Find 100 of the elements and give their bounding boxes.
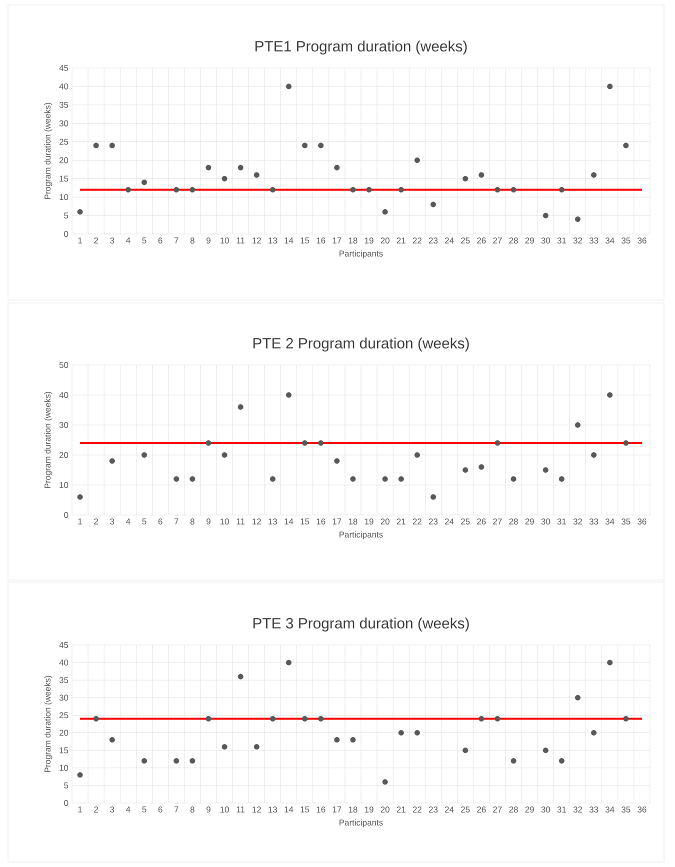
- point: [414, 730, 420, 736]
- y-tick-label: 0: [64, 512, 68, 518]
- point: [109, 737, 115, 743]
- x-tick-label: 32: [573, 806, 582, 813]
- x-tick-label: 11: [236, 518, 245, 524]
- point: [141, 452, 148, 458]
- point: [270, 476, 276, 482]
- x-tick-label: 31: [557, 238, 566, 244]
- point: [430, 494, 436, 500]
- x-tick-label: 31: [557, 806, 566, 813]
- point: [607, 84, 613, 90]
- x-tick-label: 9: [206, 238, 210, 244]
- point: [462, 467, 468, 473]
- x-tick-label: 17: [332, 518, 342, 524]
- point: [430, 202, 436, 208]
- point: [174, 476, 180, 482]
- x-tick-label: 33: [589, 518, 598, 525]
- point: [206, 440, 212, 446]
- x-tick-label: 11: [236, 238, 245, 244]
- x-tick-label: 5: [142, 518, 146, 524]
- x-tick-label: 16: [316, 238, 326, 244]
- y-tick-label: 15: [60, 747, 68, 754]
- y-tick-label: 15: [60, 176, 68, 182]
- point: [607, 392, 613, 398]
- x-tick-label: 34: [605, 518, 614, 525]
- x-tick-label: 4: [126, 806, 130, 812]
- point: [510, 758, 516, 764]
- point: [382, 476, 388, 482]
- x-tick-label: 2: [94, 806, 98, 812]
- x-tick-label: 28: [509, 518, 518, 525]
- x-tick-label: 15: [300, 238, 310, 244]
- y-tick-label: 40: [59, 392, 68, 398]
- x-tick-label: 11: [236, 806, 245, 812]
- x-axis-title: Participants: [340, 250, 383, 258]
- x-axis-title: Participants: [340, 819, 383, 828]
- x-tick-label: 22: [412, 806, 422, 812]
- x-tick-label: 8: [190, 518, 194, 525]
- chart-title: PTE 3 Program duration (weeks): [253, 618, 469, 632]
- point: [558, 186, 564, 193]
- x-tick-label: 16: [316, 806, 326, 813]
- y-tick-label: 20: [59, 452, 68, 458]
- x-tick-label: 31: [557, 518, 566, 525]
- x-tick-label: 1: [78, 238, 82, 244]
- point: [318, 716, 324, 722]
- x-tick-label: 36: [638, 518, 646, 525]
- point: [510, 186, 516, 193]
- point: [125, 186, 131, 193]
- x-tick-label: 8: [190, 238, 194, 244]
- y-tick-label: 10: [60, 482, 68, 488]
- y-tick-label: 30: [59, 422, 68, 428]
- y-tick-label: 5: [64, 212, 68, 219]
- x-tick-label: 13: [268, 806, 278, 813]
- point: [302, 440, 308, 446]
- x-tick-label: 29: [525, 806, 534, 813]
- x-tick-label: 10: [220, 806, 229, 813]
- x-tick-label: 4: [126, 238, 130, 244]
- point: [77, 209, 83, 215]
- y-tick-label: 30: [59, 120, 68, 126]
- point: [254, 172, 260, 178]
- chart-title: PTE 2 Program duration (weeks): [253, 338, 469, 352]
- x-tick-label: 12: [252, 806, 261, 812]
- point: [238, 164, 244, 170]
- point: [270, 716, 276, 722]
- point: [350, 476, 356, 482]
- point: [286, 660, 292, 666]
- point: [558, 758, 564, 764]
- x-tick-label: 17: [332, 238, 342, 244]
- point: [350, 737, 356, 743]
- x-tick-label: 10: [220, 238, 229, 244]
- x-tick-label: 15: [300, 518, 310, 524]
- point: [334, 458, 340, 464]
- point: [93, 716, 99, 722]
- point: [494, 186, 500, 193]
- point: [109, 458, 115, 464]
- point: [542, 212, 548, 218]
- x-tick-label: 28: [509, 238, 518, 244]
- x-tick-label: 20: [380, 806, 390, 813]
- x-tick-label: 10: [220, 518, 229, 525]
- x-tick-label: 19: [364, 238, 374, 244]
- x-tick-label: 3: [110, 806, 114, 813]
- point: [574, 216, 581, 222]
- point: [623, 440, 629, 446]
- point: [222, 744, 228, 750]
- x-tick-label: 27: [493, 518, 502, 524]
- x-tick-label: 29: [525, 518, 534, 525]
- x-tick-label: 5: [142, 806, 146, 812]
- x-tick-label: 26: [477, 238, 486, 244]
- point: [591, 172, 597, 178]
- x-tick-label: 19: [364, 518, 374, 525]
- x-tick-label: 13: [268, 518, 278, 525]
- point: [591, 452, 597, 458]
- x-tick-label: 5: [142, 238, 146, 244]
- point: [607, 660, 613, 666]
- point: [254, 744, 260, 750]
- x-tick-label: 25: [461, 238, 470, 244]
- point: [222, 176, 228, 182]
- x-tick-label: 4: [126, 518, 130, 524]
- y-tick-label: 45: [59, 642, 68, 648]
- point: [334, 164, 340, 170]
- point: [174, 186, 180, 193]
